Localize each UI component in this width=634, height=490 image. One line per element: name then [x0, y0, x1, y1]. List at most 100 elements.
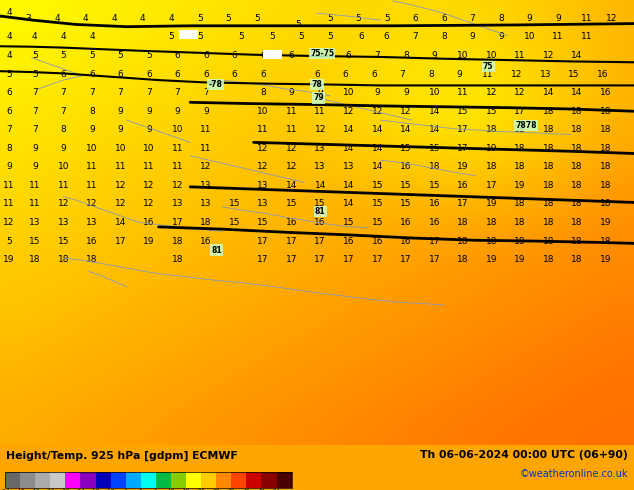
- Text: 54: 54: [273, 489, 280, 490]
- Text: 14: 14: [429, 125, 440, 134]
- Bar: [263, 50, 282, 59]
- Text: 12: 12: [167, 489, 175, 490]
- Text: 9: 9: [146, 107, 152, 116]
- Text: 12: 12: [543, 51, 554, 60]
- Text: 18: 18: [600, 181, 611, 190]
- Text: 12: 12: [400, 107, 411, 116]
- Text: 9: 9: [60, 144, 67, 153]
- Text: 16: 16: [429, 199, 440, 208]
- Bar: [5, 472, 20, 488]
- Text: 16: 16: [400, 162, 411, 171]
- Text: 12: 12: [257, 162, 269, 171]
- Text: 6: 6: [60, 70, 67, 79]
- Bar: [247, 472, 261, 488]
- Text: 18: 18: [543, 144, 554, 153]
- Text: 4: 4: [61, 32, 66, 41]
- Text: Th 06-06-2024 00:00 UTC (06+90): Th 06-06-2024 00:00 UTC (06+90): [420, 450, 628, 460]
- Text: 6: 6: [231, 51, 238, 60]
- Text: 6: 6: [346, 51, 352, 60]
- Text: 14: 14: [115, 218, 126, 227]
- Text: 17: 17: [257, 255, 269, 264]
- Text: 17: 17: [314, 237, 326, 245]
- Text: 16: 16: [343, 237, 354, 245]
- Text: 16: 16: [143, 218, 155, 227]
- Text: 6: 6: [6, 88, 12, 97]
- Text: -36: -36: [46, 489, 55, 490]
- Text: 14: 14: [372, 144, 383, 153]
- Text: 8: 8: [260, 88, 266, 97]
- Text: 4: 4: [169, 14, 174, 23]
- Text: 10: 10: [257, 107, 269, 116]
- Text: 5: 5: [32, 51, 38, 60]
- Text: 11: 11: [514, 51, 526, 60]
- Text: 14: 14: [343, 125, 354, 134]
- Text: 16: 16: [429, 218, 440, 227]
- Text: 6: 6: [231, 70, 238, 79]
- Text: 17: 17: [429, 255, 440, 264]
- Text: 17: 17: [343, 255, 354, 264]
- Bar: [5, 472, 292, 488]
- Text: 5: 5: [146, 51, 152, 60]
- Text: 16: 16: [600, 88, 611, 97]
- Text: 13: 13: [172, 199, 183, 208]
- Text: 9: 9: [89, 125, 95, 134]
- Text: 14: 14: [372, 125, 383, 134]
- Text: 15: 15: [400, 181, 411, 190]
- Text: 15: 15: [486, 107, 497, 116]
- Text: 5: 5: [355, 14, 361, 23]
- Text: 18: 18: [543, 255, 554, 264]
- Text: 14: 14: [571, 51, 583, 60]
- Text: 10: 10: [58, 162, 69, 171]
- Text: 18: 18: [543, 199, 554, 208]
- Text: 15: 15: [229, 218, 240, 227]
- Bar: [216, 472, 231, 488]
- Text: 15: 15: [400, 199, 411, 208]
- Text: 12: 12: [606, 14, 618, 23]
- Text: 11: 11: [257, 125, 269, 134]
- Bar: [96, 472, 111, 488]
- Text: 12: 12: [172, 181, 183, 190]
- Text: 17: 17: [115, 237, 126, 245]
- Text: 16: 16: [372, 237, 383, 245]
- Text: 17: 17: [457, 125, 469, 134]
- Text: 9: 9: [6, 162, 12, 171]
- Text: 12: 12: [3, 218, 15, 227]
- Text: -6: -6: [123, 489, 129, 490]
- Bar: [171, 472, 186, 488]
- Text: 4: 4: [32, 32, 37, 41]
- Text: 81: 81: [315, 207, 325, 216]
- Text: 6: 6: [117, 70, 124, 79]
- Text: 9: 9: [469, 32, 476, 41]
- Text: 11: 11: [3, 181, 15, 190]
- Text: 75: 75: [483, 62, 493, 71]
- Text: 9: 9: [32, 144, 38, 153]
- Text: 17: 17: [514, 107, 526, 116]
- Text: -24: -24: [75, 489, 86, 490]
- Text: 15: 15: [29, 237, 41, 245]
- Text: 12: 12: [58, 199, 69, 208]
- Text: 14: 14: [343, 181, 354, 190]
- Text: 12: 12: [115, 181, 126, 190]
- Text: 18: 18: [429, 162, 440, 171]
- Text: 18: 18: [486, 218, 497, 227]
- Text: 8: 8: [89, 107, 95, 116]
- Bar: [36, 472, 50, 488]
- Text: 5: 5: [197, 32, 203, 41]
- Text: 7: 7: [32, 88, 38, 97]
- Text: 36: 36: [228, 489, 235, 490]
- Bar: [186, 472, 201, 488]
- Text: 14: 14: [343, 199, 354, 208]
- Text: 7: 7: [399, 70, 406, 79]
- Text: 14: 14: [286, 181, 297, 190]
- Text: 6: 6: [203, 70, 209, 79]
- Text: 7: 7: [469, 14, 476, 23]
- Text: 15: 15: [229, 199, 240, 208]
- Text: 5: 5: [197, 14, 203, 23]
- Text: 10: 10: [524, 32, 535, 41]
- Text: 18: 18: [514, 144, 526, 153]
- Text: 18: 18: [600, 107, 611, 116]
- Text: 14: 14: [314, 181, 326, 190]
- Text: 4: 4: [6, 8, 11, 17]
- Bar: [111, 472, 126, 488]
- Text: 5: 5: [6, 237, 12, 245]
